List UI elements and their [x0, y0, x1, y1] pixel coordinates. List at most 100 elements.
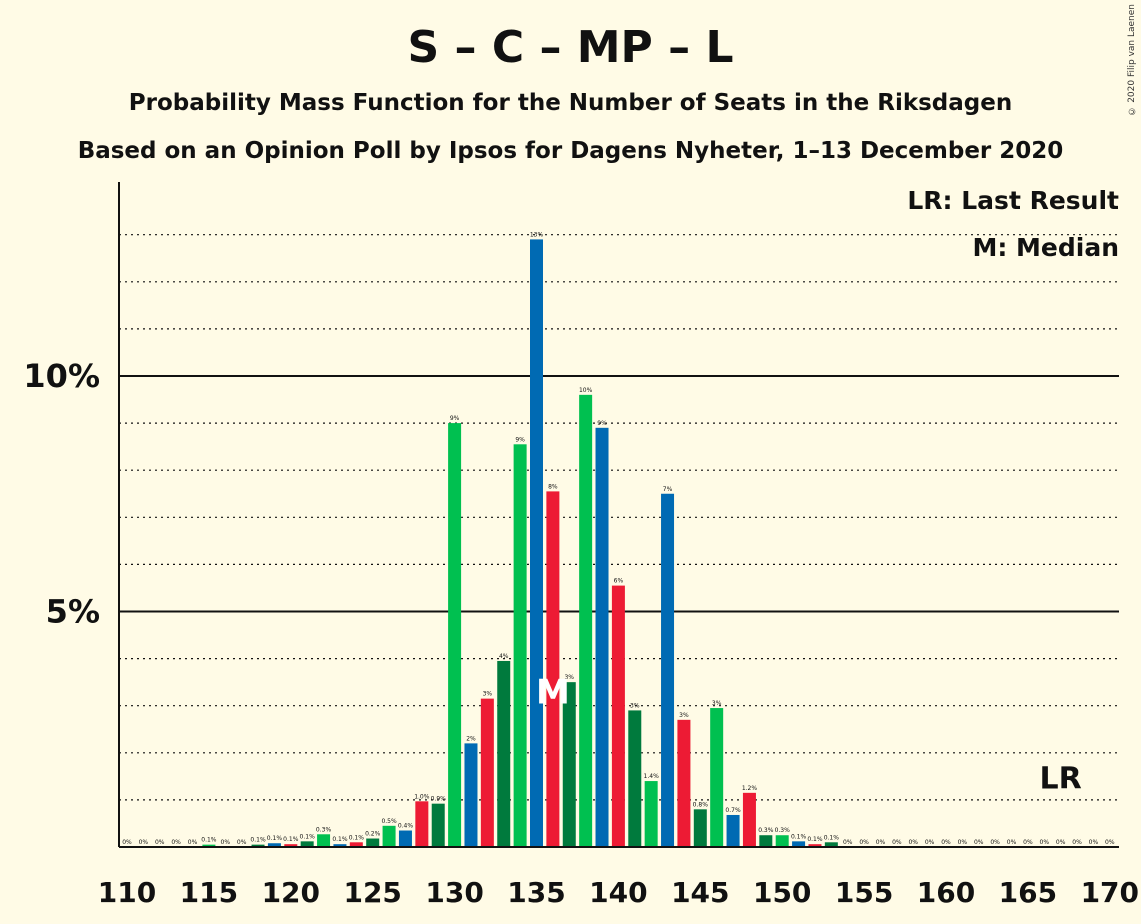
- bar-seat-120: [284, 844, 298, 847]
- x-tick-label: 170: [1081, 876, 1139, 909]
- bar-seat-132: [480, 698, 494, 847]
- data-label-seat-151: 0.1%: [791, 833, 807, 840]
- data-label-seat-135: 13%: [530, 231, 544, 238]
- data-label-seat-147: 0.7%: [725, 807, 741, 814]
- data-label-seat-139: 9%: [597, 420, 607, 427]
- data-label-seat-124: 0.1%: [349, 834, 365, 841]
- bar-seat-127: [398, 830, 412, 847]
- data-label-seat-131: 2%: [466, 735, 476, 742]
- data-label-seat-122: 0.3%: [316, 826, 332, 833]
- data-label-seat-121: 0.1%: [300, 833, 316, 840]
- bar-seat-144: [677, 719, 691, 847]
- bar-seat-151: [792, 841, 806, 847]
- data-label-seat-120: 0.1%: [283, 836, 299, 843]
- bar-seat-146: [710, 708, 724, 847]
- data-label-seat-145: 0.8%: [693, 801, 709, 808]
- data-label-seat-134: 9%: [515, 436, 525, 443]
- data-label-seat-154: 0%: [843, 839, 853, 846]
- data-label-seat-150: 0.3%: [775, 827, 791, 834]
- data-label-seat-119: 0.1%: [267, 835, 283, 842]
- chart-subtitle-2: Based on an Opinion Poll by Ipsos for Da…: [77, 138, 1064, 164]
- bar-seat-124: [349, 842, 363, 847]
- chart-title: S – C – MP – L: [407, 22, 734, 73]
- data-label-seat-162: 0%: [974, 839, 984, 846]
- data-label-seat-132: 3%: [483, 691, 493, 698]
- bar-seat-139: [595, 427, 609, 847]
- x-tick-label: 130: [425, 876, 483, 909]
- data-label-seat-141: 3%: [630, 702, 640, 709]
- data-label-seat-159: 0%: [925, 839, 935, 846]
- data-label-seat-156: 0%: [876, 839, 886, 846]
- x-tick-label: 140: [589, 876, 647, 909]
- data-label-seat-110: 0%: [122, 839, 132, 846]
- data-label-seat-161: 0%: [958, 839, 968, 846]
- bar-seat-150: [775, 835, 789, 847]
- bar-seat-121: [300, 841, 314, 847]
- data-label-seat-164: 0%: [1007, 839, 1017, 846]
- x-tick-label: 150: [753, 876, 811, 909]
- legend-median: M: Median: [972, 233, 1119, 262]
- bar-seat-136: [546, 491, 560, 847]
- y-tick-label: 10%: [23, 357, 100, 395]
- data-label-seat-157: 0%: [892, 839, 902, 846]
- data-label-seat-137: 3%: [564, 674, 574, 681]
- bar-seat-125: [366, 838, 380, 847]
- bar-seat-122: [317, 834, 331, 847]
- bar-seat-145: [693, 809, 707, 847]
- data-label-seat-158: 0%: [908, 839, 918, 846]
- data-label-seat-170: 0%: [1105, 839, 1115, 846]
- bar-seat-138: [579, 394, 593, 847]
- data-label-seat-148: 1.2%: [742, 785, 758, 792]
- data-label-seat-125: 0.2%: [365, 831, 381, 838]
- data-label-seat-155: 0%: [859, 839, 869, 846]
- data-label-seat-163: 0%: [990, 839, 1000, 846]
- data-label-seat-165: 0%: [1023, 839, 1033, 846]
- x-tick-label: 125: [343, 876, 401, 909]
- data-label-seat-136: 8%: [548, 483, 558, 490]
- bar-seat-119: [267, 843, 281, 847]
- bar-seat-143: [661, 493, 675, 847]
- data-label-seat-167: 0%: [1056, 839, 1066, 846]
- x-tick-label: 160: [917, 876, 975, 909]
- chart-subtitle: Probability Mass Function for the Number…: [128, 90, 1013, 116]
- x-tick-label: 110: [98, 876, 156, 909]
- bar-seat-153: [824, 842, 838, 847]
- bar-seat-134: [513, 444, 527, 847]
- data-label-seat-166: 0%: [1040, 839, 1050, 846]
- bar-seat-115: [202, 844, 216, 847]
- bar-seat-141: [628, 710, 642, 847]
- data-label-seat-129: 0.9%: [431, 796, 447, 803]
- y-tick-label: 5%: [46, 593, 100, 631]
- bar-seat-148: [742, 792, 756, 847]
- bar-seat-131: [464, 743, 478, 847]
- last-result-marker: LR: [1040, 762, 1082, 797]
- data-label-seat-133: 4%: [499, 653, 509, 660]
- x-tick-label: 120: [262, 876, 320, 909]
- legend-last-result: LR: Last Result: [907, 186, 1119, 215]
- bar-seat-126: [382, 825, 396, 847]
- bar-seat-137: [562, 682, 576, 847]
- data-label-seat-168: 0%: [1072, 839, 1082, 846]
- bar-seat-130: [448, 423, 462, 847]
- data-label-seat-152: 0.1%: [807, 836, 823, 843]
- data-label-seat-117: 0%: [237, 839, 247, 846]
- bar-seat-133: [497, 660, 511, 847]
- bar-seat-123: [333, 844, 347, 847]
- bar-seat-118: [251, 844, 265, 847]
- data-label-seat-114: 0%: [188, 839, 198, 846]
- data-label-seat-115: 0.1%: [201, 837, 217, 844]
- data-label-seat-142: 1.4%: [644, 773, 660, 780]
- data-label-seat-112: 0%: [155, 839, 165, 846]
- data-label-seat-126: 0.5%: [381, 818, 397, 825]
- data-label-seat-153: 0.1%: [824, 834, 840, 841]
- x-tick-label: 155: [835, 876, 893, 909]
- data-label-seat-111: 0%: [139, 839, 149, 846]
- bar-seat-149: [759, 835, 773, 847]
- data-label-seat-123: 0.1%: [332, 836, 348, 843]
- data-label-seat-118: 0.1%: [250, 837, 266, 844]
- x-tick-label: 145: [671, 876, 729, 909]
- x-tick-label: 135: [507, 876, 565, 909]
- bar-seat-135: [530, 239, 543, 847]
- data-label-seat-138: 10%: [579, 387, 593, 394]
